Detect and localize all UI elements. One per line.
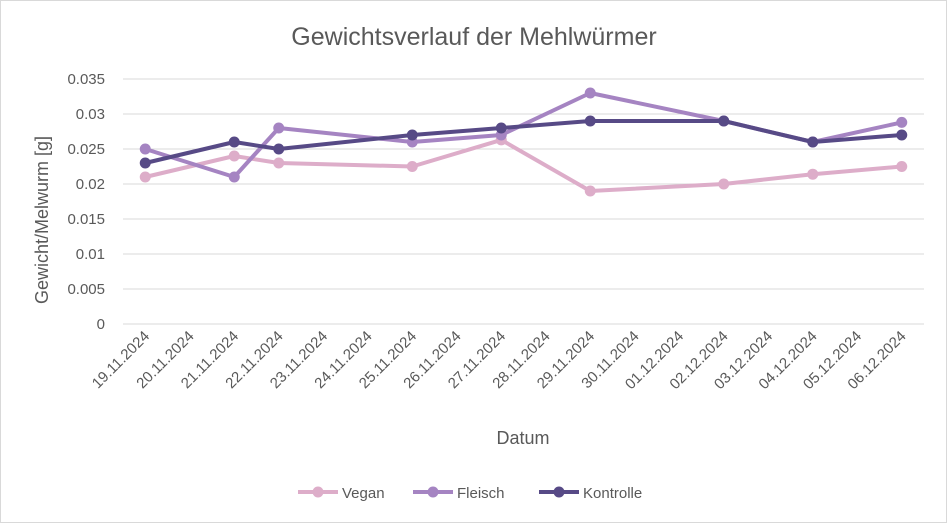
data-point (584, 87, 596, 99)
data-point (228, 171, 240, 183)
y-axis-title: Gewicht/Melwurm [g] (32, 136, 52, 304)
legend-item: Kontrolle (539, 485, 642, 502)
y-tick-label: 0.03 (76, 106, 105, 123)
data-point (495, 122, 507, 134)
data-point (584, 115, 596, 127)
data-point (139, 143, 151, 155)
data-point (896, 116, 908, 128)
chart-title: Gewichtsverlauf der Mehlwürmer (291, 23, 656, 51)
data-point (896, 129, 908, 141)
series-group (139, 87, 908, 197)
data-point (807, 136, 819, 148)
series-line (143, 119, 904, 165)
legend-marker (427, 486, 439, 498)
legend-marker (553, 486, 565, 498)
legend-label: Fleisch (457, 485, 505, 502)
data-point (228, 150, 240, 162)
data-point (584, 185, 596, 197)
x-axis-ticks: 19.11.202420.11.202421.11.202422.11.2024… (89, 328, 910, 393)
legend-marker (312, 486, 324, 498)
data-point (718, 115, 730, 127)
y-tick-label: 0.035 (67, 71, 105, 88)
data-point (896, 161, 908, 172)
data-point (139, 171, 151, 183)
legend-label: Vegan (342, 485, 385, 502)
data-point (228, 136, 240, 148)
y-tick-label: 0 (97, 316, 105, 333)
data-point (273, 122, 285, 134)
legend-item: Fleisch (413, 485, 505, 502)
data-point (273, 143, 285, 155)
x-axis-title: Datum (496, 428, 549, 448)
gridlines (123, 78, 924, 325)
y-tick-label: 0.015 (67, 211, 105, 228)
series-kontrolle (139, 115, 908, 169)
y-tick-label: 0.02 (76, 176, 105, 193)
data-point (139, 157, 151, 169)
y-axis-ticks: 0 0.005 0.01 0.015 0.02 0.025 0.03 0.035 (67, 71, 105, 333)
data-point (807, 168, 819, 180)
data-point (406, 129, 418, 141)
y-tick-label: 0.025 (67, 141, 105, 158)
data-point (273, 157, 285, 169)
legend-item: Vegan (298, 485, 385, 502)
series-fleisch (139, 87, 908, 183)
y-tick-label: 0.005 (67, 281, 105, 298)
legend-label: Kontrolle (583, 485, 642, 502)
data-point (406, 161, 418, 172)
data-point (718, 178, 730, 190)
y-tick-label: 0.01 (76, 246, 105, 263)
legend: Vegan Fleisch Kontrolle (298, 485, 642, 502)
